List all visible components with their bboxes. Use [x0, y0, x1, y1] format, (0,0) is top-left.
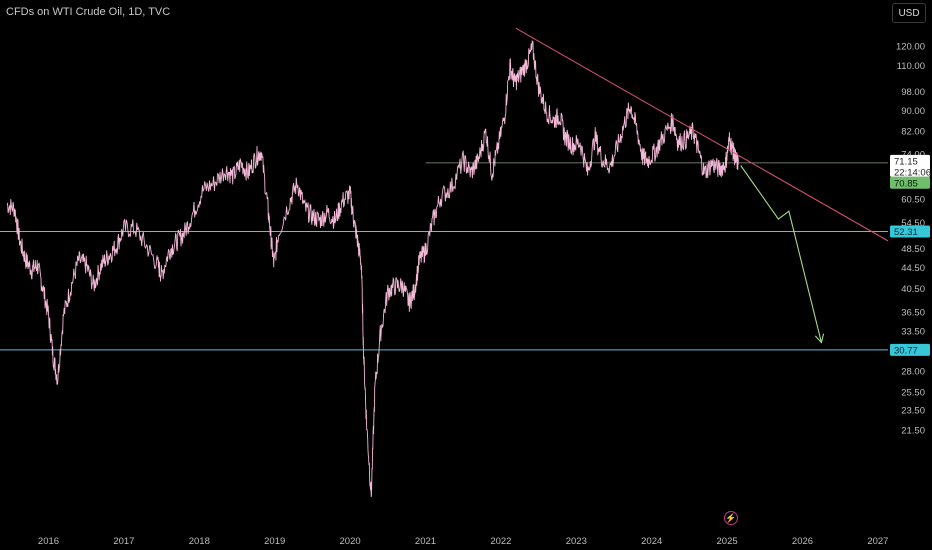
support-level-badge-2-bg: [890, 343, 930, 356]
currency-button[interactable]: USD: [892, 3, 926, 23]
chart-title: CFDs on WTI Crude Oil, 1D, TVC: [6, 6, 171, 18]
price-series-line: [6, 40, 739, 498]
current-price-badge-text: 22:14:06: [894, 167, 931, 178]
y-axis-tick-label: 54.50: [901, 218, 925, 229]
y-axis-tick-label: 90.00: [901, 106, 925, 117]
x-axis-tick-label: 2020: [340, 536, 361, 547]
current-price-badge-text: 71.15: [894, 156, 918, 167]
y-axis-tick-label: 48.50: [901, 244, 925, 255]
y-axis-tick-label: 110.00: [897, 61, 925, 72]
support-level-badge-1-text: 52.31: [894, 227, 918, 238]
projection-arrowhead: [814, 333, 825, 344]
descending-trendline[interactable]: [515, 27, 889, 242]
x-axis-tick-label: 2021: [415, 536, 436, 547]
x-axis-tick-label: 2018: [189, 536, 210, 547]
support-level-badge-1-bg: [890, 225, 930, 238]
y-axis-tick-label: 28.00: [901, 366, 925, 377]
y-axis-tick-label: 120.00: [896, 42, 925, 53]
projection-path[interactable]: [740, 165, 822, 343]
y-axis-tick-label: 82.00: [901, 127, 925, 138]
current-price-badge-bg: [890, 154, 930, 177]
x-axis-tick-label: 2017: [113, 536, 134, 547]
x-axis-tick-label: 2025: [717, 536, 738, 547]
x-axis-tick-label: 2019: [264, 536, 285, 547]
support-level-badge-2-text: 30.77: [894, 345, 918, 356]
y-axis-tick-label: 44.50: [901, 263, 925, 274]
x-axis-tick-label: 2024: [641, 536, 662, 547]
y-axis-tick-label: 60.50: [901, 195, 925, 206]
y-axis-tick-label: 40.50: [901, 284, 925, 295]
y-axis-tick-label: 98.00: [901, 87, 925, 98]
y-axis-tick-label: 36.50: [901, 307, 925, 318]
x-axis-tick-label: 2027: [867, 536, 888, 547]
x-axis-tick-label: 2023: [566, 536, 587, 547]
x-axis-tick-label: 2022: [490, 536, 511, 547]
last-price-badge-text: 70.85: [894, 178, 918, 189]
lightning-icon[interactable]: ⚡: [724, 511, 738, 525]
x-axis-tick-label: 2016: [38, 536, 59, 547]
y-axis-tick-label: 21.50: [901, 425, 925, 436]
last-price-badge-bg: [890, 176, 930, 189]
y-axis-tick-label: 33.50: [901, 326, 925, 337]
x-axis-tick-label: 2026: [792, 536, 813, 547]
y-axis-tick-label: 23.50: [901, 406, 925, 417]
y-axis-tick-label: 25.50: [901, 387, 925, 398]
